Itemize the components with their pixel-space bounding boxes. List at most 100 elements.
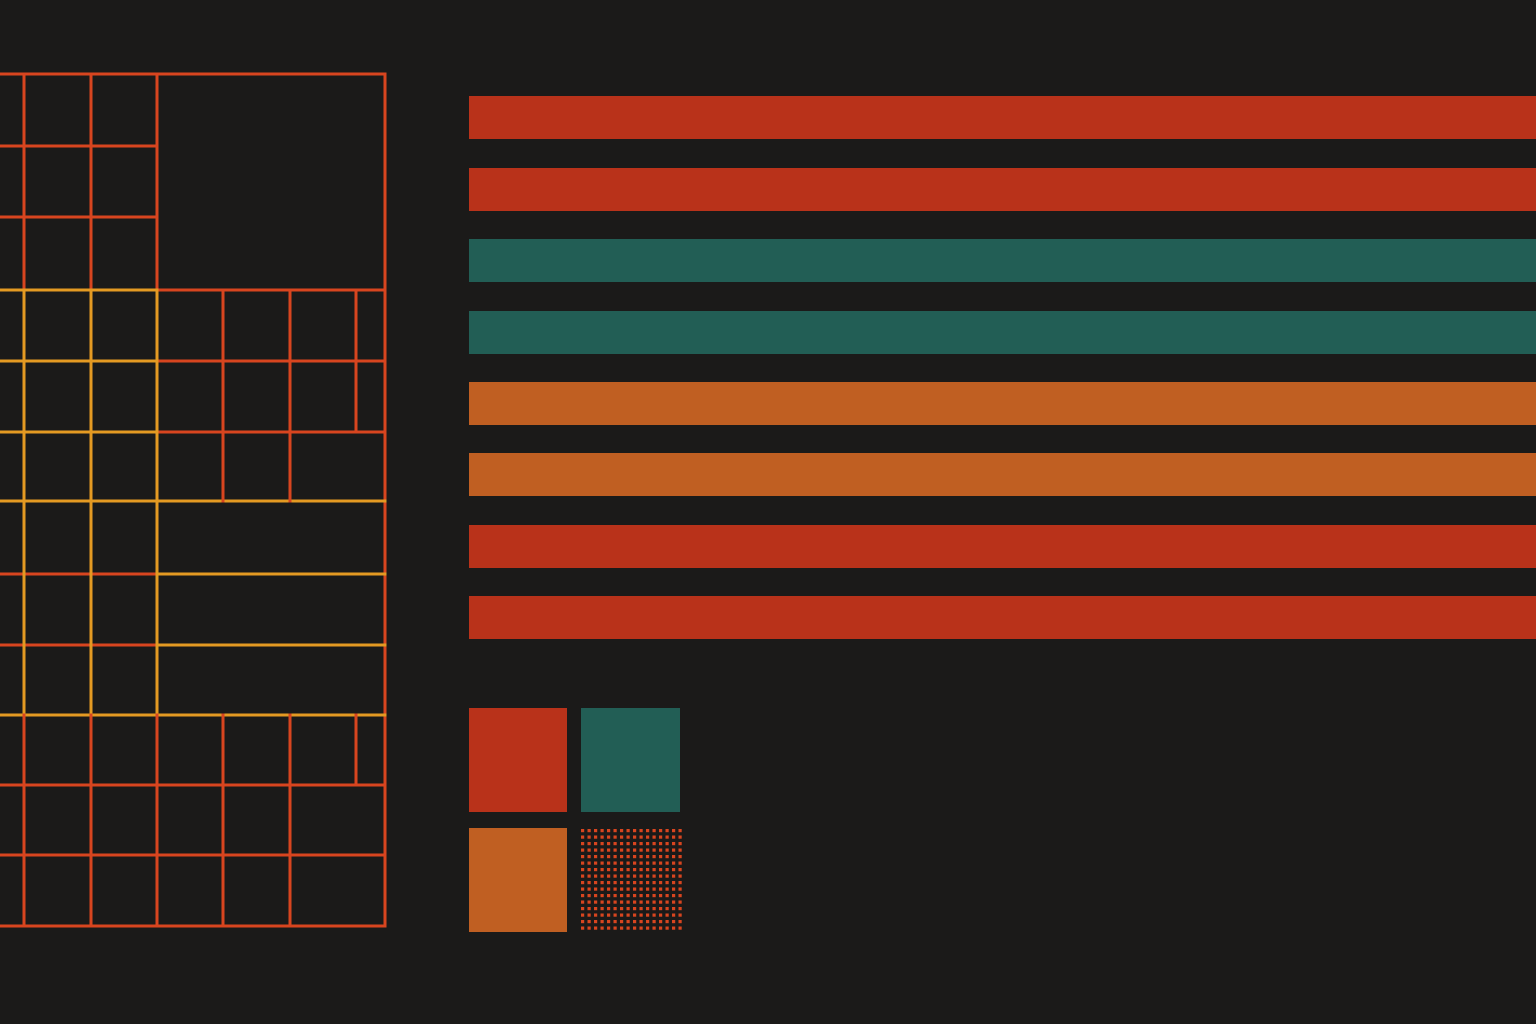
dot bbox=[607, 887, 611, 891]
dot bbox=[678, 907, 682, 911]
dot bbox=[594, 907, 598, 911]
dot bbox=[678, 913, 682, 917]
dot bbox=[581, 855, 585, 859]
dot bbox=[665, 913, 669, 917]
dot bbox=[581, 907, 585, 911]
dot bbox=[626, 907, 630, 911]
dot bbox=[626, 842, 630, 846]
dot bbox=[620, 894, 624, 898]
dot bbox=[587, 861, 591, 865]
dot bbox=[646, 874, 650, 878]
dot bbox=[633, 855, 637, 859]
dot bbox=[659, 874, 663, 878]
dot bbox=[620, 881, 624, 885]
dot bbox=[594, 848, 598, 852]
dot bbox=[672, 835, 676, 839]
dot bbox=[633, 920, 637, 924]
dot bbox=[672, 855, 676, 859]
dot bbox=[600, 920, 604, 924]
dot bbox=[587, 887, 591, 891]
dot bbox=[626, 848, 630, 852]
dot bbox=[613, 907, 617, 911]
dot bbox=[652, 861, 656, 865]
dot bbox=[646, 829, 650, 833]
dot bbox=[659, 894, 663, 898]
dot bbox=[600, 907, 604, 911]
dot bbox=[665, 920, 669, 924]
dot bbox=[678, 835, 682, 839]
dot bbox=[626, 887, 630, 891]
dot bbox=[659, 829, 663, 833]
dot bbox=[607, 913, 611, 917]
dot bbox=[659, 913, 663, 917]
stripe-2 bbox=[469, 168, 1536, 211]
dot bbox=[581, 887, 585, 891]
dot bbox=[607, 894, 611, 898]
dot bbox=[639, 900, 643, 904]
dot bbox=[607, 900, 611, 904]
dot bbox=[639, 913, 643, 917]
dot bbox=[626, 920, 630, 924]
dot bbox=[633, 861, 637, 865]
dot bbox=[600, 887, 604, 891]
dot bbox=[633, 926, 637, 930]
dot bbox=[594, 894, 598, 898]
dot bbox=[659, 848, 663, 852]
dot bbox=[613, 874, 617, 878]
dot bbox=[607, 829, 611, 833]
dot bbox=[594, 868, 598, 872]
dot bbox=[672, 874, 676, 878]
dot bbox=[587, 920, 591, 924]
dot bbox=[678, 861, 682, 865]
dot bbox=[626, 868, 630, 872]
dot bbox=[672, 913, 676, 917]
dot bbox=[646, 887, 650, 891]
dot bbox=[652, 874, 656, 878]
dot bbox=[620, 829, 624, 833]
dot bbox=[607, 848, 611, 852]
dot bbox=[607, 881, 611, 885]
dot bbox=[639, 842, 643, 846]
swatch-teal bbox=[581, 708, 680, 812]
dot bbox=[633, 829, 637, 833]
dot bbox=[633, 868, 637, 872]
dot bbox=[633, 913, 637, 917]
dot bbox=[594, 835, 598, 839]
dot bbox=[620, 887, 624, 891]
dot bbox=[620, 900, 624, 904]
dot bbox=[659, 900, 663, 904]
dot bbox=[672, 900, 676, 904]
dot bbox=[613, 829, 617, 833]
dot bbox=[587, 907, 591, 911]
dot bbox=[639, 894, 643, 898]
dot bbox=[633, 835, 637, 839]
dot bbox=[665, 848, 669, 852]
dot bbox=[600, 855, 604, 859]
dot bbox=[613, 861, 617, 865]
dot bbox=[672, 894, 676, 898]
stripe-7 bbox=[469, 525, 1536, 568]
dot bbox=[613, 894, 617, 898]
dot bbox=[665, 861, 669, 865]
stripe-6 bbox=[469, 453, 1536, 496]
swatch-dot-pattern bbox=[581, 829, 682, 930]
dot bbox=[659, 868, 663, 872]
dot bbox=[607, 855, 611, 859]
dot bbox=[587, 848, 591, 852]
dot bbox=[665, 894, 669, 898]
dot bbox=[633, 900, 637, 904]
dot bbox=[665, 926, 669, 930]
dot bbox=[613, 900, 617, 904]
dot bbox=[672, 861, 676, 865]
dot bbox=[587, 913, 591, 917]
dot bbox=[639, 907, 643, 911]
dot bbox=[600, 829, 604, 833]
dot bbox=[633, 881, 637, 885]
stripe-1 bbox=[469, 96, 1536, 139]
dot bbox=[652, 881, 656, 885]
dot bbox=[587, 881, 591, 885]
dot bbox=[678, 874, 682, 878]
dot bbox=[639, 920, 643, 924]
dot bbox=[594, 861, 598, 865]
